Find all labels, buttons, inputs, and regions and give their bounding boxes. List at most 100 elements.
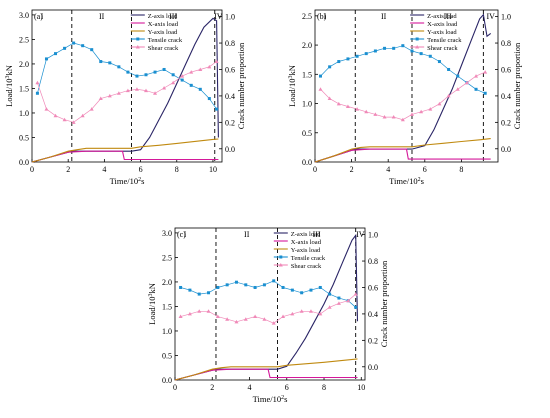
data-point [299,309,304,313]
y-tick-label: 0.5 [302,129,312,138]
data-point [262,317,267,321]
data-point [318,285,322,289]
data-point [215,314,220,319]
x-tick-label: 4 [102,165,106,174]
data-point [364,109,369,114]
y-axis-title: Load/103kN [4,65,14,107]
y-tick-label: 0.5 [19,133,29,142]
stage-label: III [313,230,321,239]
legend-entry-tensile-crack: Tensile crack [273,255,326,262]
data-point [107,93,112,98]
series-x-axis-load [31,150,219,163]
series-shear-crack [35,59,219,124]
data-point [290,288,294,292]
data-point [180,74,185,78]
data-point [44,57,48,61]
y-tick-label: 0.0 [162,376,172,385]
y-tick-label: 1.0 [302,100,312,109]
y-tick-label: 2.0 [302,41,312,50]
y-tick-label: 1.5 [302,70,312,79]
y-right-tick-label: 0.0 [501,145,511,154]
data-point [409,112,414,116]
y-right-axis-title: Crack number proportion [512,42,522,129]
y-tick-label: 2.5 [162,253,172,262]
stage-label: II [99,12,105,21]
legend-marker [415,37,419,41]
data-point [72,41,76,45]
legend-entry-y-axis-load: Y-axis load [130,29,178,36]
data-point [207,64,212,69]
legend-entry-shear-crack: Shear crack [410,45,458,52]
series-line [174,368,358,381]
legend-label: Shear crack [291,263,322,270]
stage-label: I [324,12,327,21]
y-tick-label: 2.0 [19,60,29,69]
data-point [336,301,341,305]
series-line [174,233,359,381]
legend-entry-x-axis-load: X-axis load [410,21,458,28]
data-point [327,96,332,101]
data-point [483,70,488,74]
series-x-axis-load [174,368,358,381]
x-tick-label: 0 [173,383,177,392]
series-z-axis-load [31,17,219,163]
panel-label: (c) [177,230,186,239]
legend-label: Tensile crack [148,37,183,44]
series-line [31,17,219,163]
x-tick-label: 8 [459,165,463,174]
series-shear-crack [178,292,358,325]
series-tensile-crack [35,41,219,111]
stage-label: IV [214,12,223,21]
data-point [328,65,332,69]
x-tick-label: 4 [386,165,390,174]
legend-entry-shear-crack: Shear crack [273,263,322,270]
plot-frame [314,9,499,163]
legend-entry-shear-crack: Shear crack [130,45,179,52]
data-point [198,67,203,71]
data-point [428,54,432,58]
data-point [243,317,248,321]
data-point [410,49,414,53]
data-point [179,285,183,289]
data-point [346,298,351,303]
data-point [262,283,266,287]
legend-marker [135,45,140,49]
y-right-tick-label: 0.4 [225,92,235,101]
data-point [214,59,219,64]
y-right-tick-label: 1.0 [501,13,511,22]
series-line [174,358,358,381]
data-point [337,296,341,300]
legend-entry-z-axis-load: Z-axis load [130,13,178,20]
legend-label: X-axis load [148,21,179,28]
data-point [81,44,85,48]
x-tick-label: 10 [209,165,217,174]
legend-marker [415,45,420,49]
data-point [144,88,148,93]
series-line [314,13,492,163]
stage-label: III [169,12,177,21]
y-right-tick-label: 0.6 [501,65,511,74]
data-point [383,46,387,50]
y-right-tick-label: 0.4 [368,310,378,319]
data-point [234,280,238,284]
legend-label: Tensile crack [427,37,462,44]
y-tick-label: 0.5 [162,351,172,360]
stage-label: III [444,12,452,21]
data-point [281,285,285,289]
data-point [300,291,304,295]
data-point [54,52,58,56]
data-point [355,107,360,111]
panel-label: (b) [317,12,327,21]
y-tick-label: 0.0 [302,158,312,167]
x-tick-label: 2 [210,383,214,392]
data-point [62,117,67,122]
data-point [206,309,211,313]
data-point [419,109,424,114]
stage-label: I [184,230,187,239]
data-point [90,48,94,52]
legend-label: Y-axis load [427,29,457,36]
legend-label: Z-axis load [427,13,457,20]
y-tick-label: 3.0 [19,11,29,20]
legend-entry-z-axis-load: Z-axis load [410,13,457,20]
legend-entry-x-axis-load: X-axis load [273,239,322,246]
